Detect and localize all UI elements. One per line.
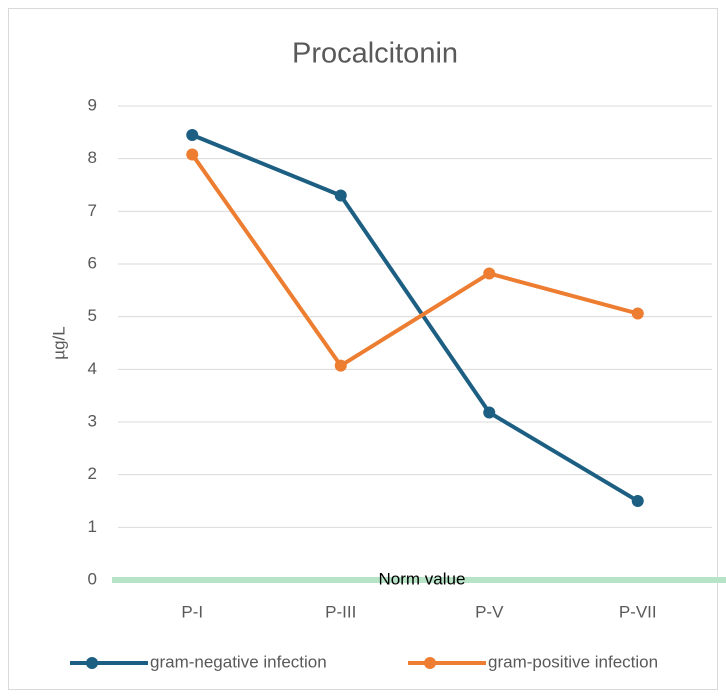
y-tick-label: 5 [88,306,97,325]
y-tick-label: 3 [88,411,97,430]
data-point [186,148,199,161]
legend-label: gram-negative infection [150,652,327,671]
y-tick-label: 8 [88,148,97,167]
y-tick-label: 4 [88,359,97,378]
data-point [186,128,199,141]
y-tick-label: 1 [88,517,97,536]
x-tick-label: P-I [181,602,203,621]
chart-border [8,8,718,690]
data-point [631,495,644,507]
y-tick-label: 9 [88,95,97,114]
y-tick-label: 2 [88,464,97,483]
y-tick-label: 6 [88,253,97,272]
annotation: Norm value [379,569,466,588]
norm-band [112,577,726,583]
chart-title: Procalcitonin [292,38,458,70]
y-tick-label: 7 [88,201,97,220]
data-point [483,267,496,280]
series-line [190,153,639,368]
x-tick-label: P-VII [619,602,657,621]
legend-marker [86,657,98,669]
y-axis-label: µg/L [49,326,68,359]
data-point [631,307,644,320]
data-point [334,189,347,202]
y-tick-label: 0 [88,569,97,588]
data-point [483,406,496,419]
legend-label: gram-positive infection [488,652,658,671]
x-tick-label: P-III [325,602,356,621]
series-line [191,133,639,503]
data-point [334,359,347,372]
x-tick-label: P-V [475,602,504,621]
legend-marker [424,657,436,669]
